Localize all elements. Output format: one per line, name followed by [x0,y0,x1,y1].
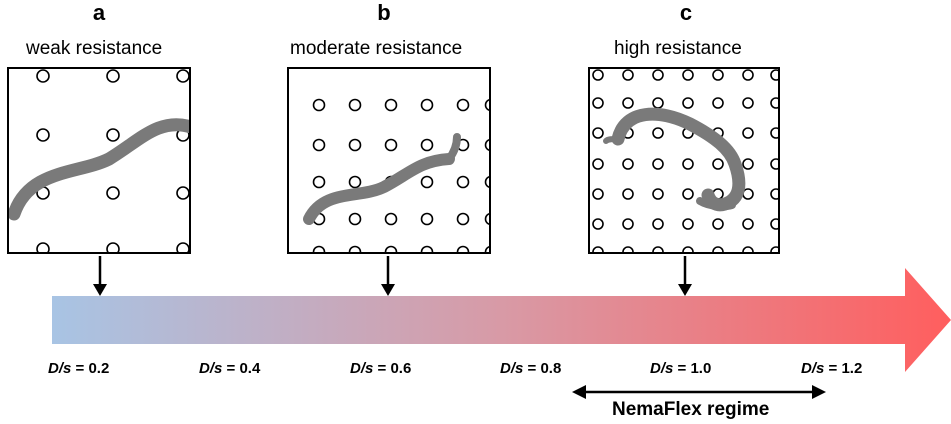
ds-label-0.6: D/s = 0.6 [350,360,412,377]
panel-b-box [287,67,491,254]
panel-c-box [588,67,780,254]
ds-label-0.8: D/s = 0.8 [500,360,562,377]
ds-label-1.2: D/s = 1.2 [801,360,863,377]
panel-title-a: weak resistance [26,38,163,59]
worm-shape-c-tail [696,197,736,211]
nemaflex-regime-label: NemaFlex regime [612,399,770,420]
ds-label-0.2: D/s = 0.2 [48,360,110,377]
worm-shape-c-head [603,136,621,144]
worm-shape-b [303,153,455,225]
panel-title-c: high resistance [614,38,742,59]
panel-letter-c: c [679,0,693,25]
panel-letter-b: b [377,0,391,25]
panel-letter-a: a [92,0,106,25]
panel-b-diagram [303,98,489,252]
down-arrow-b [381,256,395,296]
nemaflex-regime-double-arrow [572,385,826,399]
worm-shape-a [9,118,189,221]
panel-c-pillars [592,69,778,252]
panel-a-diagram [9,69,189,252]
down-arrow-c [678,256,692,296]
panel-c-diagram [592,69,778,252]
panel-a-pillars [36,69,189,252]
ds-label-0.4: D/s = 0.4 [199,360,261,377]
ds-label-1.0: D/s = 1.0 [650,360,712,377]
panel-title-b: moderate resistance [290,38,463,59]
down-arrow-a [93,256,107,296]
panel-a-box [7,67,191,254]
worm-shape-b-tail [445,133,461,163]
